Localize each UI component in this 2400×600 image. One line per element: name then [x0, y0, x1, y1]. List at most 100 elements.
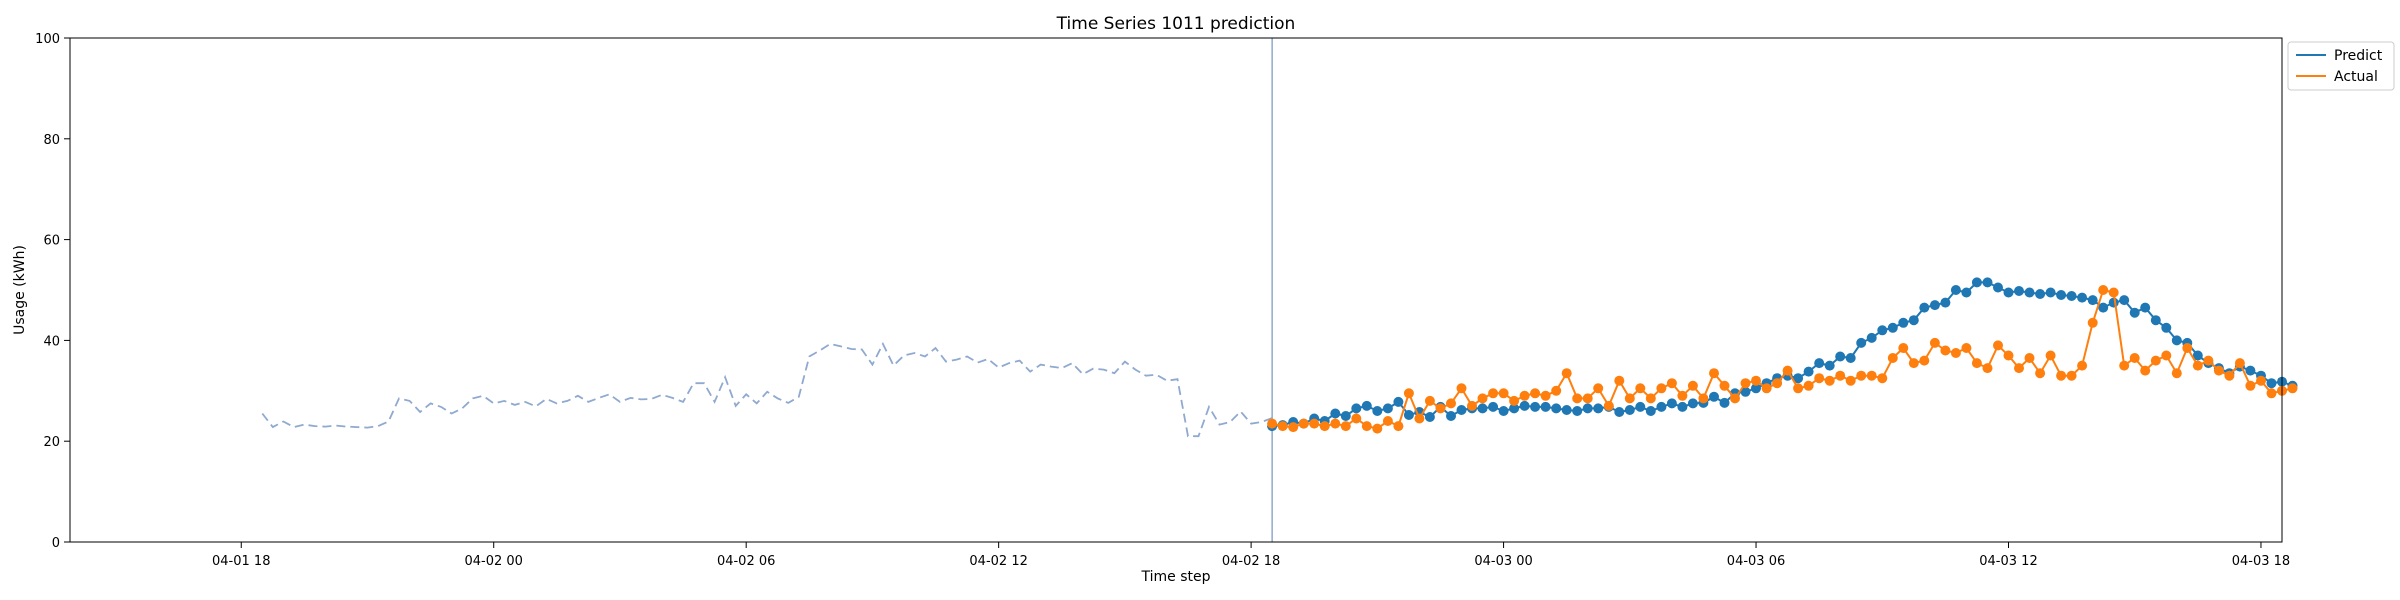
- actual-point: [1772, 378, 1783, 389]
- actual-point: [1845, 375, 1856, 386]
- actual-point: [1803, 380, 1814, 391]
- x-tick-label: 04-01 18: [212, 554, 270, 569]
- predict-point: [1971, 277, 1982, 288]
- predict-point: [2066, 291, 2077, 301]
- y-tick-label: 40: [43, 334, 60, 349]
- predict-point: [2003, 287, 2014, 298]
- predict-point: [2035, 289, 2046, 299]
- actual-point: [1319, 421, 1330, 432]
- predict-point: [1488, 401, 1499, 412]
- actual-point: [2150, 355, 2161, 366]
- y-tick-label: 80: [43, 133, 60, 148]
- actual-point: [2087, 317, 2098, 328]
- predict-point: [2129, 307, 2140, 318]
- actual-point: [1919, 355, 1930, 366]
- predict-point: [1372, 406, 1383, 416]
- predict-point: [1656, 401, 1667, 412]
- predict-point: [1624, 405, 1635, 415]
- actual-point: [1519, 390, 1530, 401]
- actual-point: [1866, 370, 1877, 381]
- predict-point: [1824, 360, 1835, 371]
- predict-point: [1845, 353, 1856, 363]
- predict-point: [2045, 287, 2056, 298]
- actual-point: [1298, 418, 1309, 429]
- actual-point: [1677, 390, 1688, 401]
- predict-point: [1351, 403, 1362, 414]
- predict-point: [1908, 315, 1919, 326]
- predict-point: [1509, 403, 1520, 414]
- predict-point: [1814, 358, 1825, 369]
- actual-point: [1793, 383, 1804, 394]
- actual-point: [1761, 383, 1772, 394]
- predict-point: [1593, 403, 1604, 414]
- actual-point: [1709, 368, 1719, 379]
- y-tick-label: 100: [35, 32, 60, 47]
- actual-point: [1582, 393, 1593, 404]
- predict-point: [1803, 366, 1814, 377]
- actual-point: [1824, 375, 1835, 386]
- predict-point: [1340, 411, 1351, 421]
- predict-point: [1982, 277, 1993, 288]
- actual-point: [2098, 285, 2109, 295]
- actual-point: [1424, 395, 1435, 406]
- plot-area-frame: [69, 37, 2283, 543]
- actual-point: [1351, 413, 1362, 424]
- predict-point: [1940, 297, 1951, 308]
- predict-point: [1666, 398, 1677, 409]
- predict-point: [1361, 400, 1372, 411]
- actual-point: [1393, 421, 1404, 432]
- predict-point: [2087, 295, 2098, 306]
- actual-point: [1730, 393, 1740, 404]
- predict-point: [1719, 397, 1730, 408]
- predict-point: [1393, 396, 1404, 407]
- x-tick-label: 04-02 00: [464, 554, 522, 569]
- predict-point: [2140, 302, 2151, 313]
- predict-point: [2098, 302, 2109, 313]
- predict-point: [1887, 322, 1898, 333]
- predict-point: [1687, 398, 1698, 409]
- actual-point: [1435, 403, 1446, 414]
- predict-point: [2077, 292, 2088, 303]
- actual-point: [2108, 287, 2119, 298]
- actual-point: [1898, 343, 1909, 353]
- actual-point: [1509, 395, 1520, 406]
- actual-point: [1814, 373, 1825, 384]
- predict-point: [1540, 401, 1551, 412]
- x-tick-label: 04-02 18: [1222, 554, 1280, 569]
- predict-point: [1403, 410, 1414, 420]
- predict-point: [2245, 365, 2256, 376]
- x-axis-label: Time step: [1141, 569, 1211, 585]
- actual-point: [1446, 398, 1456, 409]
- actual-point: [2066, 370, 2077, 381]
- predict-point: [1446, 411, 1456, 421]
- actual-point: [2035, 368, 2046, 379]
- x-tick-label: 04-03 12: [1979, 554, 2037, 569]
- y-axis-ticks: 0 20 40 60 80 100: [35, 32, 70, 551]
- predict-point: [1572, 406, 1583, 416]
- actual-point: [2213, 365, 2224, 376]
- actual-point: [1929, 337, 1940, 348]
- predict-point: [2161, 322, 2172, 333]
- actual-point: [2045, 350, 2056, 361]
- actual-point: [2266, 388, 2277, 399]
- predict-point: [1635, 401, 1646, 412]
- actual-point: [1477, 393, 1488, 404]
- predict-point: [2150, 315, 2161, 326]
- x-tick-label: 04-03 18: [2232, 554, 2290, 569]
- actual-point: [1603, 400, 1614, 411]
- predict-point: [1993, 282, 2003, 293]
- x-tick-label: 04-02 06: [717, 554, 775, 569]
- predict-point: [2024, 287, 2035, 298]
- history-line: [261, 341, 1273, 438]
- predict-point: [1477, 403, 1488, 414]
- y-tick-label: 60: [43, 234, 60, 249]
- actual-point: [1698, 393, 1709, 404]
- predict-point: [1929, 300, 1940, 311]
- actual-point: [1467, 400, 1477, 411]
- actual-point: [1572, 393, 1583, 404]
- predict-point: [1645, 406, 1656, 416]
- actual-point: [2129, 353, 2140, 363]
- predict-point: [1961, 287, 1972, 298]
- actual-point: [1719, 380, 1730, 391]
